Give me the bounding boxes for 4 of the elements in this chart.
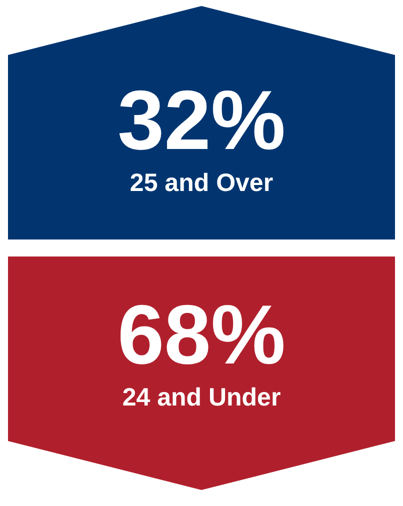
data-label: 68% (117, 287, 286, 382)
data-label: 32% (117, 72, 286, 167)
category-label: 25 and Over (130, 168, 274, 197)
category-label: 24 and Under (122, 383, 281, 412)
